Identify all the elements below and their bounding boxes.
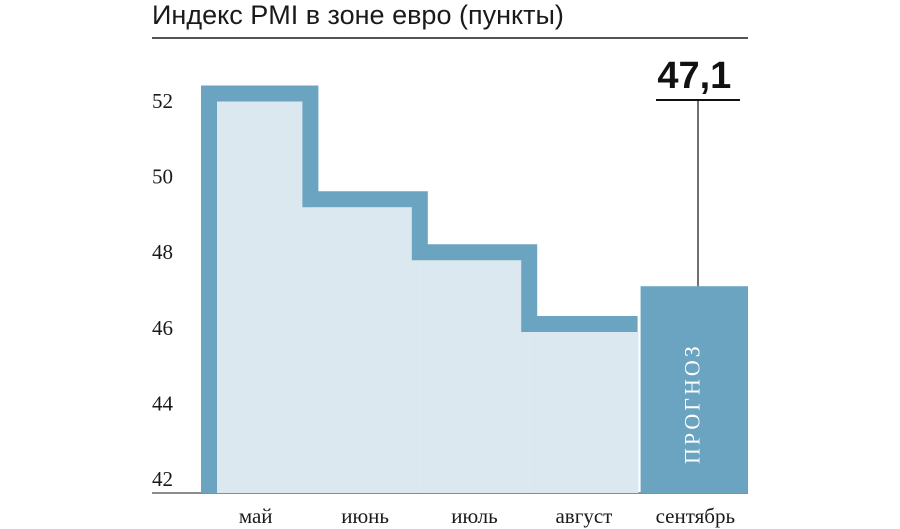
x-category-labels: май июнь июль август сентябрь bbox=[239, 504, 735, 528]
x-label-июль: июль bbox=[451, 504, 497, 528]
y-tick-52: 52 bbox=[152, 89, 173, 113]
bar-июнь bbox=[310, 207, 420, 493]
y-tick-46: 46 bbox=[152, 316, 173, 340]
y-tick-labels: 52 50 48 46 44 42 bbox=[152, 89, 174, 491]
bars-layer: ПРОГНОЗ bbox=[201, 85, 748, 493]
bar-июль bbox=[419, 260, 530, 493]
callout-value: 47,1 bbox=[657, 55, 731, 97]
bar-август bbox=[529, 332, 639, 493]
y-tick-44: 44 bbox=[152, 391, 174, 415]
x-label-май: май bbox=[239, 504, 273, 528]
y-tick-42: 42 bbox=[152, 467, 173, 491]
forecast-callout: 47,1 bbox=[656, 55, 740, 287]
chart-title: Индекс PMI в зоне евро (пункты) bbox=[152, 0, 564, 30]
x-label-июнь: июнь bbox=[341, 504, 389, 528]
x-label-сентябрь: сентябрь bbox=[656, 504, 735, 528]
y-tick-48: 48 bbox=[152, 240, 173, 264]
forecast-label: ПРОГНОЗ bbox=[679, 343, 704, 464]
bar-май bbox=[201, 101, 311, 493]
bar-forecast bbox=[640, 286, 748, 493]
y-tick-50: 50 bbox=[152, 165, 173, 189]
step-line bbox=[201, 85, 638, 493]
x-label-август: август bbox=[555, 504, 612, 528]
